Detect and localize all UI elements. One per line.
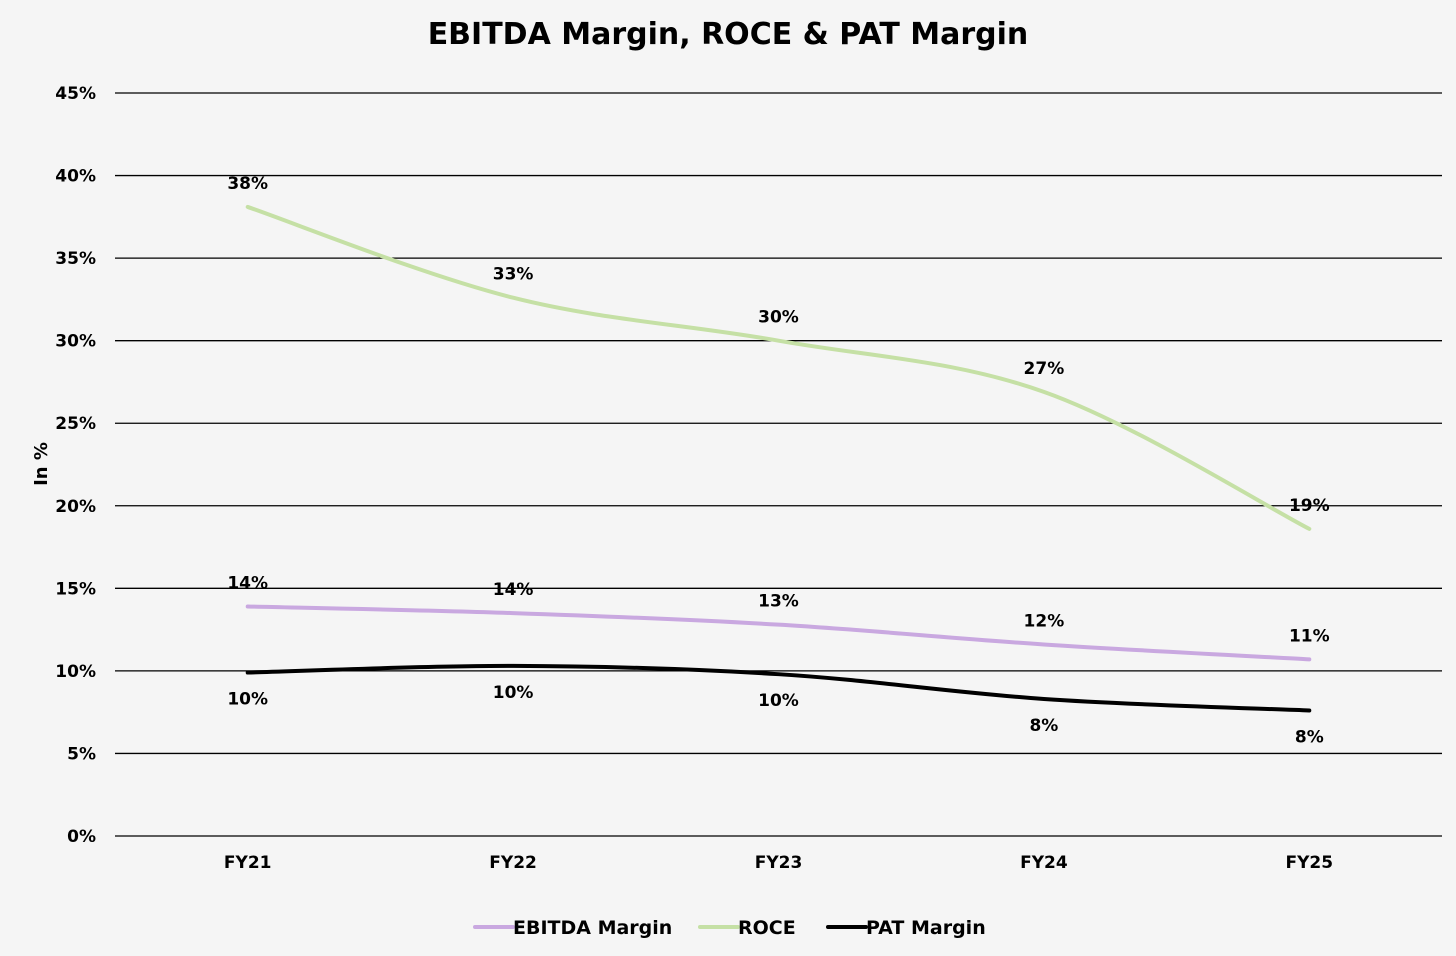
y-tick-label: 40% xyxy=(55,167,96,187)
x-tick-label: FY23 xyxy=(755,853,803,873)
y-tick-label: 20% xyxy=(55,497,96,517)
series-line-pat-margin xyxy=(245,663,1312,713)
data-label-ebitda-margin: 11% xyxy=(1289,626,1330,646)
y-tick-label: 15% xyxy=(55,579,96,599)
y-axis-ticks: 0% 5% 10% 15% 20% 25% 30% 35% 40% 45% xyxy=(55,84,96,847)
legend-label: PAT Margin xyxy=(866,917,986,939)
data-label-pat-margin: 8% xyxy=(1295,728,1324,748)
legend: EBITDA Margin ROCE PAT Margin xyxy=(473,917,986,939)
data-label-ebitda-margin: 13% xyxy=(758,592,799,612)
x-tick-label: FY24 xyxy=(1020,853,1068,873)
y-tick-label: 30% xyxy=(55,332,96,352)
x-axis-ticks: FY21 FY22 FY23 FY24 FY25 xyxy=(224,853,1333,873)
y-tick-label: 5% xyxy=(67,744,96,764)
data-label-ebitda-margin: 14% xyxy=(227,573,268,593)
x-tick-label: FY22 xyxy=(489,853,537,873)
data-label-ebitda-margin: 12% xyxy=(1024,611,1065,631)
chart-title: EBITDA Margin, ROCE & PAT Margin xyxy=(428,17,1029,52)
data-label-pat-margin: 10% xyxy=(493,683,534,703)
x-tick-label: FY21 xyxy=(224,853,272,873)
data-label-roce: 19% xyxy=(1289,496,1330,516)
data-label-roce: 33% xyxy=(493,265,534,285)
data-label-pat-margin: 8% xyxy=(1029,716,1058,736)
series-lines xyxy=(245,204,1312,713)
data-label-ebitda-margin: 14% xyxy=(493,580,534,600)
y-tick-label: 10% xyxy=(55,662,96,682)
y-tick-label: 35% xyxy=(55,249,96,269)
y-tick-label: 45% xyxy=(55,84,96,104)
series-line-ebitda-margin xyxy=(245,604,1312,662)
series-line-roce xyxy=(245,204,1312,531)
data-label-pat-margin: 10% xyxy=(758,691,799,711)
data-label-roce: 27% xyxy=(1024,359,1065,379)
y-tick-label: 25% xyxy=(55,414,96,434)
data-label-pat-margin: 10% xyxy=(227,690,268,710)
data-label-roce: 30% xyxy=(758,308,799,328)
data-labels: 14% 14% 13% 12% 11% 38% 33% 30% 27% 19% 10% 10% 10% 8… xyxy=(227,174,1329,748)
legend-label: ROCE xyxy=(738,917,796,939)
gridlines xyxy=(115,92,1442,837)
y-tick-label: 0% xyxy=(67,827,96,847)
data-label-roce: 38% xyxy=(227,174,268,194)
legend-label: EBITDA Margin xyxy=(513,917,672,939)
x-tick-label: FY25 xyxy=(1286,853,1334,873)
y-axis-label: In % xyxy=(31,442,52,486)
